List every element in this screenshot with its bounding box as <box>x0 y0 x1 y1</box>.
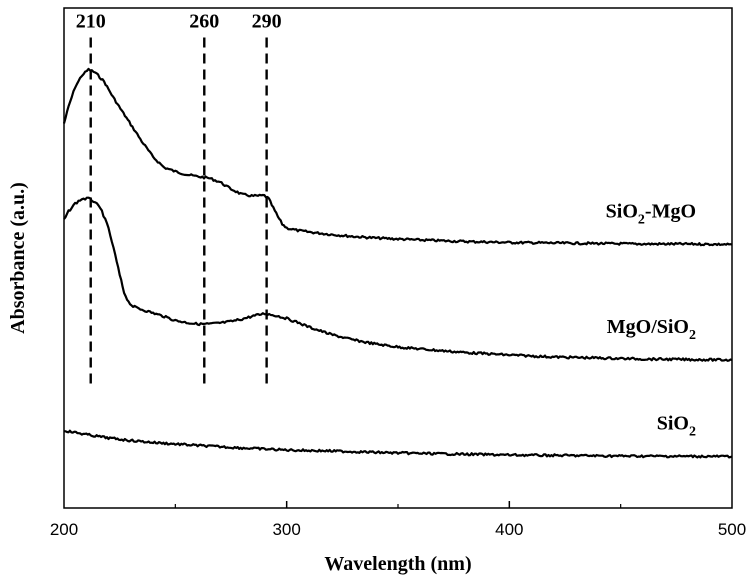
series-label-part: SiO <box>606 201 638 223</box>
peak-label-210: 210 <box>76 11 106 33</box>
x-axis-title: Wavelength (nm) <box>324 553 471 575</box>
series-label-part: 2 <box>689 328 696 343</box>
x-tick-label-500: 500 <box>718 520 746 539</box>
series-line-2 <box>63 196 733 362</box>
plot-frame <box>63 7 733 509</box>
series-line-1 <box>62 67 733 247</box>
x-tick-label-300: 300 <box>272 520 300 539</box>
series-label-part: 2 <box>689 425 696 440</box>
series-label-3: SiO2 <box>657 413 696 440</box>
series-label-part: 2 <box>638 213 645 228</box>
series-label-part: SiO <box>657 413 689 435</box>
x-axis-ticks: 200 300 400 500 <box>50 501 746 539</box>
peak-label-290: 290 <box>252 11 282 33</box>
series-lines <box>62 67 733 459</box>
x-tick-label-200: 200 <box>50 520 78 539</box>
series-label-part: -MgO <box>645 201 696 223</box>
series-label-2: MgO/SiO2 <box>607 316 696 343</box>
y-axis-title: Absorbance (a.u.) <box>7 182 29 334</box>
series-line-3 <box>63 429 733 459</box>
series-label-1: SiO2-MgO <box>606 201 696 228</box>
reference-lines: 210 260 290 <box>76 11 282 390</box>
peak-label-260: 260 <box>189 11 219 33</box>
series-label-part: MgO/SiO <box>607 316 689 338</box>
x-tick-label-400: 400 <box>495 520 523 539</box>
